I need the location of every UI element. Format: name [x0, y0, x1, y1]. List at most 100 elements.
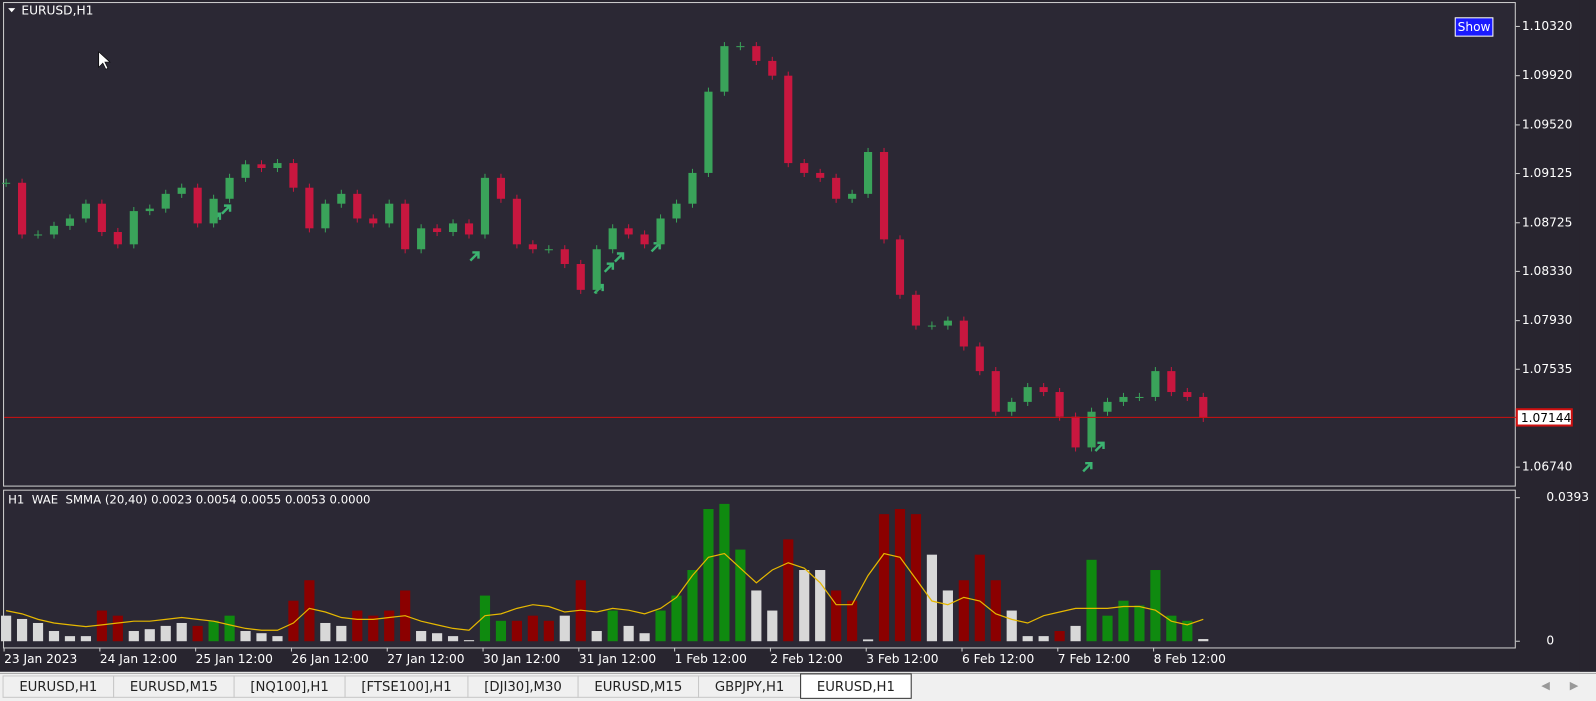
histogram-bar [543, 620, 554, 642]
histogram-bar [1198, 639, 1209, 642]
show-button[interactable] [1454, 17, 1494, 37]
candle [911, 294, 921, 326]
candle [704, 91, 713, 173]
scroll-left[interactable]: ◀ [1541, 679, 1550, 692]
histogram-bar [1038, 636, 1049, 642]
candle [369, 218, 378, 224]
scroll-right[interactable]: ▶ [1570, 679, 1579, 692]
tab-label[interactable]: [NQ100],H1 [250, 680, 328, 695]
candle [113, 232, 122, 245]
y-tick-label: 1.07535 [1522, 362, 1572, 376]
candle [576, 264, 585, 290]
tab-label[interactable]: [DJI30],M30 [484, 680, 562, 695]
candle [688, 172, 697, 204]
candle [401, 203, 410, 250]
histogram-bar [783, 539, 794, 642]
histogram-bar [304, 580, 315, 642]
candle [1023, 387, 1032, 402]
histogram-bar [671, 595, 682, 642]
candle [448, 223, 458, 233]
candle [895, 239, 905, 295]
candle [305, 187, 314, 229]
candle [768, 60, 777, 76]
histogram-bar [288, 600, 299, 642]
candle [959, 320, 968, 347]
indicator-title: H1 WAE SMMA (20,40) 0.0023 0.0054 0.0055… [8, 492, 370, 506]
histogram-bar [256, 633, 267, 642]
show-button-label[interactable]: Show [1458, 20, 1491, 34]
tab-label[interactable]: EURUSD,H1 [817, 680, 895, 695]
histogram-bar [320, 622, 331, 642]
histogram-bar [607, 610, 618, 642]
histogram-bar [431, 633, 443, 642]
candle [640, 234, 649, 245]
histogram-bar [144, 629, 155, 642]
y-tick-label: 1.09920 [1522, 68, 1572, 82]
histogram-bar [894, 509, 906, 642]
candle [17, 182, 27, 235]
tab-label[interactable]: EURUSD,M15 [594, 680, 682, 695]
histogram-bar [1134, 605, 1145, 642]
candle [81, 203, 90, 219]
histogram-bar [847, 600, 858, 642]
histogram-bar [926, 554, 938, 642]
candle [209, 198, 218, 224]
candle [1039, 387, 1048, 393]
candle [752, 46, 761, 61]
current-price-label: 1.07144 [1521, 411, 1572, 425]
current-price-box [1515, 408, 1573, 427]
histogram-bar [990, 580, 1001, 642]
histogram-bar [655, 610, 666, 642]
candle [800, 163, 809, 173]
y-tick-label: 1.09125 [1522, 166, 1572, 180]
candle [177, 187, 186, 194]
histogram-bar [511, 620, 522, 642]
histogram-bar [112, 615, 123, 642]
x-tick-label: 24 Jan 12:00 [100, 652, 177, 666]
histogram-bar [1, 615, 12, 642]
candle [624, 228, 633, 235]
candle [433, 228, 442, 233]
candle [1135, 396, 1144, 398]
histogram-bar [16, 618, 28, 642]
candle [97, 203, 106, 233]
candle [1199, 396, 1208, 418]
histogram-bar [336, 625, 347, 642]
y-tick-label: 1.08725 [1522, 215, 1572, 229]
histogram-bar [368, 615, 379, 642]
signal-line [5, 552, 1204, 631]
tab-label[interactable]: EURUSD,H1 [19, 680, 97, 695]
histogram-bar [878, 514, 890, 642]
histogram-bar [703, 509, 714, 642]
histogram-bar [447, 636, 459, 642]
mouse-cursor [98, 51, 111, 70]
tab-label[interactable]: EURUSD,M15 [130, 680, 218, 695]
histogram-bar [559, 615, 570, 642]
x-tick-label: 25 Jan 12:00 [196, 652, 273, 666]
histogram-bar [862, 639, 874, 642]
histogram-bar [384, 610, 395, 642]
candle [560, 249, 569, 265]
candle [1167, 371, 1176, 393]
candle [193, 187, 202, 224]
histogram-bar [416, 631, 427, 642]
histogram-bar [1022, 636, 1033, 642]
candle [145, 208, 154, 212]
histogram-bar [80, 636, 92, 642]
candle [161, 193, 170, 209]
histogram-bar [479, 595, 491, 642]
tab-label[interactable]: [FTSE100],H1 [361, 680, 451, 695]
y-tick-label: 1.08330 [1522, 264, 1572, 278]
tab[interactable] [800, 673, 912, 699]
candle [991, 371, 1000, 412]
histogram-bar [1070, 625, 1081, 642]
histogram-bar [160, 625, 171, 642]
histogram-bar [176, 622, 187, 642]
candle [1183, 392, 1192, 397]
x-tick-label: 1 Feb 12:00 [675, 652, 747, 666]
candle [720, 46, 729, 92]
histogram-bar [48, 631, 60, 642]
tab-label[interactable]: GBPJPY,H1 [715, 680, 785, 695]
dropdown-icon[interactable] [8, 8, 16, 13]
